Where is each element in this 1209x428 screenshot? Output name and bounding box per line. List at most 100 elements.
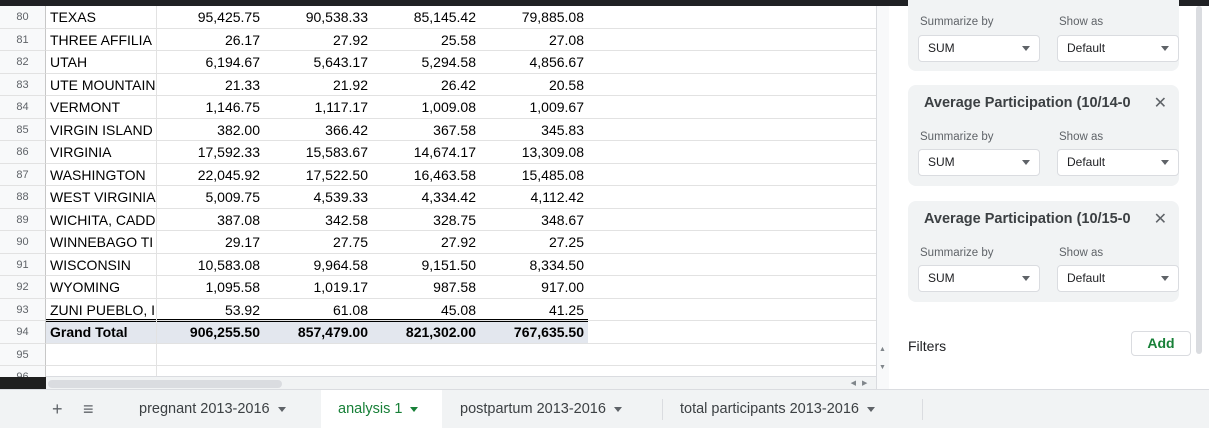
cell-value[interactable]: 5,643.17	[313, 54, 369, 70]
cell-name[interactable]: ZUNI PUEBLO, I	[50, 301, 156, 318]
cell-value[interactable]: 367.58	[433, 121, 476, 138]
cell-value[interactable]: 45.08	[440, 301, 476, 318]
tab-postpartum-2013-2016[interactable]: postpartum 2013-2016	[443, 390, 661, 428]
cell-value[interactable]: 20.58	[548, 76, 584, 93]
row-number[interactable]: 96	[0, 366, 46, 377]
scroll-right-icon[interactable]: ▶	[862, 379, 868, 387]
cell-value[interactable]: 4,112.42	[530, 189, 584, 205]
cell-value[interactable]: 29.17	[224, 234, 260, 250]
cell-value[interactable]: 17,592.33	[197, 144, 260, 160]
cell-name[interactable]: UTE MOUNTAIN	[50, 76, 156, 93]
cell-value[interactable]: 25.58	[440, 31, 476, 48]
cell-name[interactable]: WISCONSIN	[50, 256, 131, 273]
chevron-down-icon[interactable]	[410, 406, 419, 412]
cell-value[interactable]	[372, 344, 476, 366]
cell-value[interactable]: 26.42	[440, 76, 476, 93]
cell-name[interactable]: UTAH	[50, 54, 88, 70]
scroll-left-icon[interactable]: ◀	[850, 379, 856, 387]
all-sheets-list-icon[interactable]: ≡	[83, 399, 94, 419]
cell-value[interactable]: 345.83	[541, 121, 584, 138]
cell-value[interactable]: 90,538.33	[305, 9, 368, 25]
show-as-select[interactable]: Default	[1057, 149, 1179, 176]
cell-value[interactable]: 15,583.67	[305, 144, 368, 160]
cell-value[interactable]: 27.75	[332, 234, 368, 250]
cell-value[interactable]: 917.00	[541, 279, 584, 295]
row-number[interactable]: 91	[0, 253, 46, 276]
add-filter-button[interactable]: Add	[1131, 331, 1191, 356]
cell-value[interactable]: 21.33	[224, 76, 260, 93]
cell-value[interactable]: 22,045.92	[197, 166, 260, 183]
chevron-down-icon[interactable]	[277, 406, 286, 412]
scroll-down-icon[interactable]: ▼	[879, 364, 886, 371]
cell-value[interactable]: 61.08	[332, 301, 368, 318]
row-number[interactable]: 88	[0, 186, 46, 209]
cell-value[interactable]: 857,479.00	[297, 324, 368, 340]
row-number[interactable]: 90	[0, 231, 46, 254]
cell-value[interactable]: 1,019.17	[313, 279, 369, 295]
row-number[interactable]: 81	[0, 28, 46, 51]
cell-value[interactable]: 5,294.58	[421, 54, 477, 70]
summarize-by-select[interactable]: SUM	[918, 265, 1040, 292]
chevron-down-icon[interactable]	[866, 406, 875, 412]
cell-value[interactable]: 382.00	[217, 121, 260, 138]
cell-name[interactable]: VERMONT	[50, 99, 120, 115]
horizontal-scroll-thumb[interactable]	[48, 380, 282, 388]
cell-value[interactable]: 14,674.17	[413, 144, 476, 160]
cell-value[interactable]: 17,522.50	[305, 166, 368, 183]
cell-name[interactable]: WYOMING	[50, 279, 120, 295]
cell-value[interactable]: 4,856.67	[529, 54, 585, 70]
row-number[interactable]: 92	[0, 276, 46, 299]
scroll-up-icon[interactable]: ▲	[879, 346, 886, 353]
row-number[interactable]: 84	[0, 96, 46, 119]
tab-analysis-1[interactable]: analysis 1	[321, 390, 442, 428]
vertical-scrollbar[interactable]: ▲ ▼	[876, 6, 889, 389]
cell-value[interactable]: 342.58	[325, 211, 368, 228]
cell-value[interactable]: 387.08	[217, 211, 260, 228]
row-number[interactable]: 95	[0, 343, 46, 366]
cell-value[interactable]: 10,583.08	[197, 256, 260, 273]
summarize-by-select[interactable]: SUM	[918, 149, 1040, 176]
cell-value[interactable]: 1,095.58	[205, 279, 261, 295]
cell-value[interactable]: 41.25	[548, 301, 584, 318]
cell-value[interactable]: 15,485.08	[521, 166, 584, 183]
cell-value[interactable]: 6,194.67	[205, 54, 261, 70]
show-as-select[interactable]: Default	[1057, 35, 1179, 62]
cell-value[interactable]: 767,635.50	[513, 324, 584, 340]
cell-value[interactable]	[156, 344, 260, 366]
chevron-down-icon[interactable]	[613, 406, 622, 412]
cell-name[interactable]: WEST VIRGINIA	[50, 189, 156, 205]
cell-name[interactable]	[50, 344, 156, 366]
summarize-by-select[interactable]: SUM	[918, 35, 1040, 62]
tab-total-participants-2013-2016[interactable]: total participants 2013-2016	[663, 390, 922, 428]
cell-name[interactable]: WASHINGTON	[50, 166, 146, 183]
row-number[interactable]: 89	[0, 208, 46, 231]
cell-value[interactable]: 27.92	[332, 31, 368, 48]
add-sheet-icon[interactable]: +	[52, 399, 63, 419]
cell-name[interactable]: WINNEBAGO TI	[50, 234, 154, 250]
cell-value[interactable]: 4,334.42	[421, 189, 477, 205]
cell-value[interactable]: 328.75	[433, 211, 476, 228]
cell-value[interactable]: 4,539.33	[313, 189, 369, 205]
panel-scrollbar[interactable]	[1196, 6, 1202, 354]
row-number[interactable]: 86	[0, 141, 46, 164]
row-number[interactable]: 80	[0, 6, 46, 29]
cell-value[interactable]: 366.42	[325, 121, 368, 138]
cell-value[interactable]: 8,334.50	[529, 256, 585, 273]
row-number[interactable]: 94	[0, 321, 46, 344]
cell-name[interactable]: THREE AFFILIA	[50, 31, 152, 48]
cell-name[interactable]: VIRGINIA	[50, 144, 112, 160]
cell-value[interactable]: 95,425.75	[197, 9, 260, 25]
cell-value[interactable]: 1,009.67	[529, 99, 585, 115]
cell-value[interactable]: 79,885.08	[521, 9, 584, 25]
show-as-select[interactable]: Default	[1057, 265, 1179, 292]
cell-value[interactable]: 53.92	[224, 301, 260, 318]
cell-value[interactable]	[264, 344, 368, 366]
cell-value[interactable]: 27.08	[548, 31, 584, 48]
cell-value[interactable]: 27.92	[440, 234, 476, 250]
cell-name[interactable]: Grand Total	[50, 324, 128, 340]
cell-value[interactable]: 906,255.50	[189, 324, 260, 340]
spreadsheet-grid[interactable]: 80 TEXAS 95,425.75 90,538.33 85,145.42 79,885…	[0, 6, 876, 377]
cell-value[interactable]: 348.67	[541, 211, 584, 228]
row-number[interactable]: 87	[0, 163, 46, 186]
cell-name[interactable]: VIRGIN ISLAND	[50, 121, 153, 138]
